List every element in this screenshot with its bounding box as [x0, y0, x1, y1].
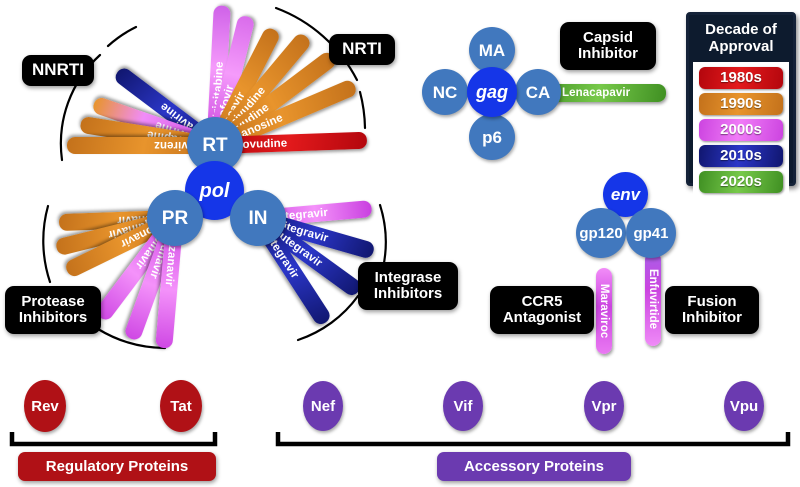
protein-label: Vif	[453, 397, 473, 415]
node-pr[interactable]: PR	[147, 190, 203, 246]
drug-label: Lenacapavir	[562, 87, 631, 99]
legend-title: Decade of Approval	[689, 15, 793, 62]
label-fusion-inhibitor: Fusion Inhibitor	[665, 286, 759, 334]
label-line1: Fusion	[687, 292, 737, 310]
protein-vif[interactable]: Vif	[443, 381, 483, 431]
node-ca[interactable]: CA	[515, 69, 561, 115]
node-gp41[interactable]: gp41	[626, 208, 676, 258]
drug-label: Maraviroc	[598, 283, 610, 339]
category-regulatory-proteins: Regulatory Proteins	[18, 452, 216, 481]
drug-bar-maraviroc[interactable]: Maraviroc	[596, 268, 612, 354]
node-label: NC	[432, 82, 458, 102]
label-ccr5-antagonist: CCR5 Antagonist	[490, 286, 594, 334]
label-line2: Antagonist	[502, 309, 582, 326]
category-label: Accessory Proteins	[463, 458, 605, 475]
node-in[interactable]: IN	[230, 190, 286, 246]
legend-title-line2: Approval	[708, 37, 774, 55]
node-label: RT	[202, 134, 228, 156]
category-accessory-proteins: Accessory Proteins	[437, 452, 631, 481]
legend-item-1990s[interactable]: 1990s	[699, 92, 783, 115]
legend-item-2020s[interactable]: 2020s	[699, 170, 783, 193]
node-label: gp120	[579, 224, 623, 242]
node-label: gag	[475, 82, 508, 102]
node-label: MA	[478, 40, 506, 60]
label-line1: CCR5	[521, 292, 563, 310]
legend-entries: 1980s 1990s 2000s 2010s 2020s	[693, 61, 789, 198]
label-capsid-inhibitor: Capsid Inhibitor	[560, 22, 656, 70]
drug-bar-lenacapavir[interactable]: Lenacapavir	[536, 84, 666, 102]
label-line1: Protease	[21, 292, 85, 310]
label-line2: Inhibitor	[682, 309, 742, 326]
protein-tat[interactable]: Tat	[160, 380, 202, 432]
label-line2: Inhibitors	[373, 285, 443, 302]
legend-item-1980s[interactable]: 1980s	[699, 66, 783, 89]
legend-decade-of-approval: Decade of Approval 1980s 1990s 2000s 201…	[686, 12, 796, 198]
protein-vpr[interactable]: Vpr	[584, 381, 624, 431]
node-label: env	[610, 185, 641, 204]
node-label: PR	[161, 207, 189, 229]
label-line2: Inhibitors	[18, 309, 88, 326]
label-line2: Inhibitor	[578, 45, 638, 62]
legend-item-2000s[interactable]: 2000s	[699, 118, 783, 141]
protein-label: Tat	[170, 397, 192, 415]
label-nrti: NRTI	[329, 34, 395, 65]
node-label: IN	[248, 207, 268, 229]
drug-label: Enfuvirtide	[647, 268, 659, 330]
protein-label: Nef	[310, 397, 336, 415]
label-protease-inhibitors: Protease Inhibitors	[5, 286, 101, 334]
label-line1: Capsid	[582, 28, 633, 46]
node-gag[interactable]: gag	[467, 67, 517, 117]
node-ma[interactable]: MA	[469, 27, 515, 73]
node-label: pol	[199, 179, 230, 202]
label-text: NRTI	[342, 39, 382, 59]
drug-bar-enfuvirtide[interactable]: Enfuvirtide	[645, 252, 661, 346]
protein-vpu[interactable]: Vpu	[724, 381, 764, 431]
node-nc[interactable]: NC	[422, 69, 468, 115]
label-nnrti: NNRTI	[22, 55, 94, 86]
protein-label: Vpr	[591, 397, 617, 415]
label-integrase-inhibitors: Integrase Inhibitors	[358, 262, 458, 310]
category-label: Regulatory Proteins	[45, 458, 189, 475]
legend-item-2010s[interactable]: 2010s	[699, 144, 783, 167]
node-gp120[interactable]: gp120	[576, 208, 626, 258]
label-line1: Integrase	[374, 268, 442, 286]
protein-nef[interactable]: Nef	[303, 381, 343, 431]
node-p6[interactable]: p6	[469, 114, 515, 160]
node-label: CA	[525, 82, 551, 102]
legend-title-line1: Decade of	[705, 21, 777, 38]
protein-rev[interactable]: Rev	[24, 380, 66, 432]
node-label: p6	[482, 127, 502, 147]
protein-label: Vpu	[729, 397, 759, 415]
protein-label: Rev	[31, 397, 59, 415]
label-text: NNRTI	[32, 60, 84, 80]
node-label: gp41	[633, 224, 669, 242]
